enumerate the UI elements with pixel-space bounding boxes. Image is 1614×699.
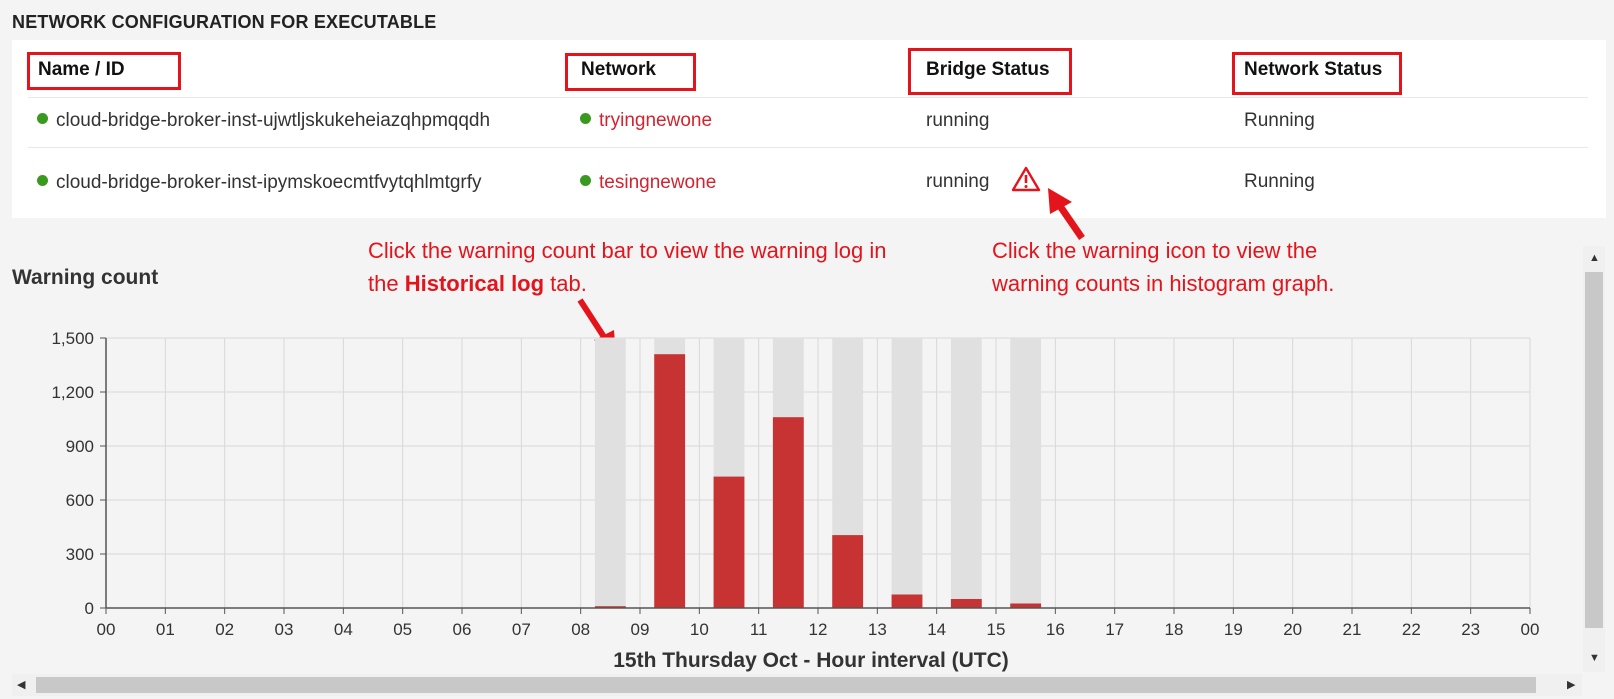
vertical-scroll-thumb[interactable] (1585, 272, 1603, 628)
x-tick-label: 12 (809, 620, 828, 639)
x-tick-label: 04 (334, 620, 353, 639)
bridge-status: running (926, 110, 990, 131)
highlight-band (1010, 338, 1042, 608)
status-dot-icon (580, 175, 591, 187)
warning-bar-12[interactable] (832, 535, 864, 608)
scroll-up-icon[interactable]: ▲ (1589, 252, 1600, 264)
highlight-box-bridge-status (908, 48, 1072, 95)
chart-title: Warning count (12, 266, 159, 289)
status-dot-icon (37, 113, 48, 125)
chart-bars[interactable] (594, 354, 1042, 609)
highlight-band (594, 338, 626, 608)
x-tick-label: 03 (275, 620, 294, 639)
section-title: NETWORK CONFIGURATION FOR EXECUTABLE (12, 12, 437, 32)
row-divider (28, 97, 1588, 98)
column-header-network-status[interactable]: Network Status (1244, 59, 1383, 80)
scroll-right-icon[interactable]: ▶ (1567, 679, 1576, 691)
bridge-status: running (926, 171, 990, 192)
historical-log-ref: Historical log (404, 271, 545, 296)
highlight-box-network (565, 53, 696, 91)
network-status: Running (1244, 110, 1315, 131)
x-tick-label: 17 (1105, 620, 1124, 639)
status-dot-icon (37, 175, 48, 187)
x-tick-label: 09 (631, 620, 650, 639)
warning-bar-14[interactable] (950, 599, 982, 608)
icon-callout-line2: warning counts in histogram graph. (992, 271, 1335, 296)
x-tick-label: 15 (987, 620, 1006, 639)
x-tick-label: 06 (453, 620, 472, 639)
warning-triangle-icon[interactable] (1011, 166, 1041, 192)
icon-callout-note: Click the warning icon to view the warni… (992, 234, 1334, 300)
network-cell: tesingnewone (580, 172, 716, 194)
warning-bar-13[interactable] (891, 594, 923, 609)
y-tick-label: 600 (66, 491, 94, 510)
highlight-band (950, 338, 982, 608)
x-tick-label: 08 (571, 620, 590, 639)
x-tick-label: 00 (1521, 620, 1540, 639)
icon-callout-line1: Click the warning icon to view the (992, 238, 1318, 263)
highlight-band (891, 338, 923, 608)
bar-callout-line1: Click the warning count bar to view the … (368, 238, 887, 263)
x-tick-label: 14 (927, 620, 946, 639)
x-tick-label: 18 (1165, 620, 1184, 639)
table-row[interactable]: cloud-bridge-broker-inst-ipymskoecmtfvyt… (37, 172, 482, 194)
warning-bar-08[interactable] (594, 606, 626, 608)
x-tick-label: 16 (1046, 620, 1065, 639)
x-tick-label: 22 (1402, 620, 1421, 639)
y-tick-label: 1,200 (51, 383, 94, 402)
x-axis-label: 15th Thursday Oct - Hour interval (UTC) (613, 649, 1009, 672)
network-link[interactable]: tesingnewone (599, 172, 717, 193)
x-tick-label: 07 (512, 620, 531, 639)
status-dot-icon (580, 113, 591, 125)
x-tick-label: 02 (215, 620, 234, 639)
row-divider (28, 147, 1588, 148)
y-tick-label: 900 (66, 437, 94, 456)
bar-callout-line2: the Historical log tab. (368, 271, 587, 296)
x-tick-label: 19 (1224, 620, 1243, 639)
x-tick-label: 05 (393, 620, 412, 639)
network-status: Running (1244, 171, 1315, 192)
y-tick-label: 300 (66, 545, 94, 564)
table-row[interactable]: cloud-bridge-broker-inst-ujwtljskukeheia… (37, 110, 490, 132)
y-tick-label: 0 (85, 599, 94, 618)
network-cell: tryingnewone (580, 110, 712, 132)
column-header-name[interactable]: Name / ID (38, 59, 125, 80)
x-tick-label: 00 (97, 620, 116, 639)
network-config-table (12, 40, 1606, 218)
x-tick-label: 21 (1343, 620, 1362, 639)
warning-count-chart: 0 300 600 900 1,200 1,500 00 01 02 03 04 05 06 07 08 09… (51, 329, 1539, 672)
chart-grid (105, 337, 1531, 609)
x-tick-label: 23 (1461, 620, 1480, 639)
highlight-box-name (27, 52, 181, 90)
network-link[interactable]: tryingnewone (599, 110, 713, 131)
chart-axes: 0 300 600 900 1,200 1,500 00 01 02 03 04 05 06 07 08 09… (51, 329, 1539, 639)
warning-bar-15[interactable] (1010, 603, 1042, 609)
scroll-down-icon[interactable]: ▼ (1589, 652, 1600, 664)
x-tick-label: 20 (1283, 620, 1302, 639)
column-header-network[interactable]: Network (581, 59, 656, 80)
warning-bar-11[interactable] (772, 417, 804, 608)
x-tick-label: 13 (868, 620, 887, 639)
column-header-bridge-status[interactable]: Bridge Status (926, 59, 1050, 80)
y-tick-label: 1,500 (51, 329, 94, 348)
x-tick-label: 01 (156, 620, 175, 639)
x-tick-label: 10 (690, 620, 709, 639)
bar-callout-note: Click the warning count bar to view the … (368, 234, 887, 300)
warning-bar-09[interactable] (654, 354, 686, 608)
instance-name: cloud-bridge-broker-inst-ujwtljskukeheia… (56, 110, 491, 131)
warning-bar-10[interactable] (713, 476, 745, 608)
x-tick-label: 11 (750, 620, 768, 639)
highlight-box-network-status (1232, 52, 1402, 95)
scroll-left-icon[interactable]: ◀ (17, 679, 26, 691)
horizontal-scroll-thumb[interactable] (36, 677, 1536, 693)
instance-name: cloud-bridge-broker-inst-ipymskoecmtfvyt… (56, 172, 482, 193)
